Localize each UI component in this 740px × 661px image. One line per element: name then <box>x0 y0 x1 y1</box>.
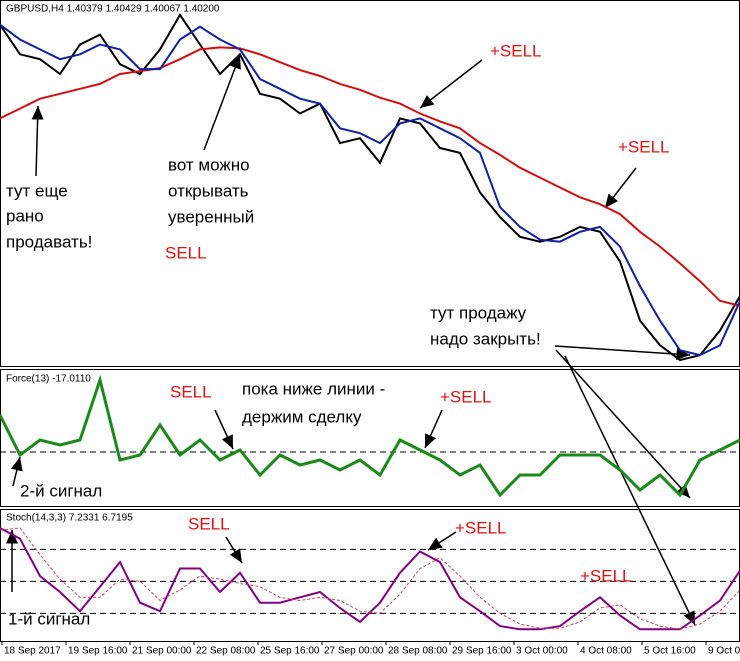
force-panel <box>0 369 740 507</box>
annotation: +SELL <box>618 137 670 156</box>
annotation: тут продажу <box>430 303 527 322</box>
main-panel <box>0 0 740 367</box>
time-label: 4 Oct 08:00 <box>580 646 632 657</box>
annotation: +SELL <box>440 387 492 406</box>
time-label: 9 Oct 00:00 <box>708 646 740 657</box>
annotation: SELL <box>170 382 212 401</box>
annotation: вот можно <box>168 155 250 174</box>
annotation: SELL <box>165 243 207 262</box>
annotation: 1-й сигнал <box>8 609 90 628</box>
time-label: 5 Oct 16:00 <box>644 646 696 657</box>
panel-header: GBPUSD,H4 1.40379 1.40429 1.40067 1.4020… <box>6 4 220 15</box>
time-label: 3 Oct 00:00 <box>516 646 568 657</box>
series-line <box>0 374 740 498</box>
time-label: 25 Sep 16:00 <box>260 646 320 657</box>
annotation: уверенный <box>168 207 254 226</box>
series-line <box>0 46 740 307</box>
annotation: пока ниже линии - <box>242 379 385 398</box>
time-label: 21 Sep 00:00 <box>132 646 192 657</box>
annotation: надо закрыть! <box>430 329 541 348</box>
time-label: 28 Sep 08:00 <box>388 646 448 657</box>
annotation: SELL <box>188 514 230 533</box>
annotation: держим сделку <box>242 407 362 426</box>
annotation: продавать! <box>6 232 92 251</box>
annotation: открывать <box>168 181 249 200</box>
annotation: +SELL <box>455 518 507 537</box>
stoch-panel <box>0 509 740 642</box>
panel-header: Stoch(14,3,3) 7.2331 6.7195 <box>6 513 133 524</box>
annotation: +SELL <box>580 566 632 585</box>
annotation: рано <box>6 206 44 225</box>
time-label: 29 Sep 16:00 <box>452 646 512 657</box>
annotation: +SELL <box>490 41 542 60</box>
series-line <box>0 13 740 362</box>
annotation: тут еще <box>6 181 68 200</box>
panel-header: Force(13) -17.0110 <box>6 374 91 385</box>
time-label: 27 Sep 00:00 <box>324 646 384 657</box>
annotation: 2-й сигнал <box>20 481 102 500</box>
series-line <box>0 527 740 630</box>
arrows <box>5 54 696 626</box>
time-label: 22 Sep 08:00 <box>196 646 256 657</box>
time-label: 19 Sep 16:00 <box>68 646 128 657</box>
series-line <box>0 23 740 357</box>
time-label: 18 Sep 2017 <box>4 646 61 657</box>
